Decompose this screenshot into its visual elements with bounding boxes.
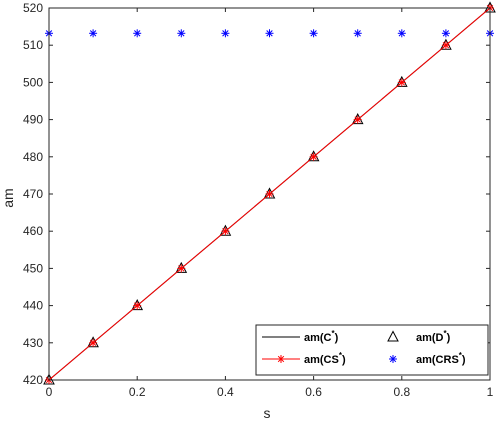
data-point — [265, 190, 274, 198]
legend-label: am(CS*) — [304, 351, 346, 366]
legend-entry: am(D*) — [387, 329, 451, 344]
data-point — [397, 78, 406, 87]
data-point — [133, 29, 142, 38]
y-tick-label: 440 — [23, 299, 43, 313]
y-tick-label: 450 — [23, 261, 43, 275]
data-point — [133, 301, 142, 310]
y-tick-label: 460 — [23, 224, 43, 238]
legend-label: am(C*) — [304, 329, 339, 344]
data-point — [89, 29, 98, 38]
y-tick-label: 420 — [23, 373, 43, 387]
x-tick-label: 0 — [46, 385, 53, 399]
data-point — [441, 29, 450, 38]
legend-marker — [277, 355, 285, 363]
data-point — [89, 338, 98, 347]
legend-entry: am(C*) — [262, 329, 339, 344]
data-point — [397, 29, 406, 38]
y-tick-label: 520 — [23, 1, 43, 15]
legend-marker — [387, 330, 399, 342]
legend-entry: am(CS*) — [262, 351, 346, 366]
x-tick-label: 1 — [487, 385, 494, 399]
x-tick-label: 0.2 — [129, 385, 146, 399]
legend-box — [255, 324, 489, 376]
x-axis-label: s — [264, 405, 271, 421]
legend-label: am(CRS*) — [416, 351, 466, 366]
data-point — [309, 152, 318, 161]
x-tick-label: 0.6 — [305, 385, 322, 399]
y-tick-label: 490 — [23, 113, 43, 127]
series-3 — [45, 29, 494, 38]
data-point — [265, 29, 274, 38]
y-tick-label: 480 — [23, 150, 43, 164]
data-point — [309, 29, 318, 38]
data-point — [177, 264, 186, 273]
data-point — [441, 41, 450, 50]
y-tick-label: 430 — [23, 336, 43, 350]
legend: am(C*) am(D*) am(CS*) am(CRS*) — [255, 324, 489, 376]
axes: 0 0.2 0.4 0.6 0.8 1 420 430 440 450 460 470 480 490 50… — [23, 1, 494, 399]
y-axis-label: am — [0, 188, 16, 207]
legend-entry: am(CRS*) — [389, 351, 466, 366]
legend-label: am(D*) — [416, 329, 451, 344]
x-tick-label: 0.4 — [217, 385, 234, 399]
x-tick-label: 0.8 — [393, 385, 410, 399]
data-point — [221, 227, 230, 236]
data-point — [353, 29, 362, 38]
data-point — [221, 29, 230, 38]
y-tick-label: 500 — [23, 75, 43, 89]
data-point — [353, 115, 362, 124]
plot-area — [43, 1, 496, 385]
data-point — [177, 29, 186, 38]
y-tick-label: 510 — [23, 38, 43, 52]
legend-marker — [389, 355, 397, 363]
y-tick-label: 470 — [23, 187, 43, 201]
